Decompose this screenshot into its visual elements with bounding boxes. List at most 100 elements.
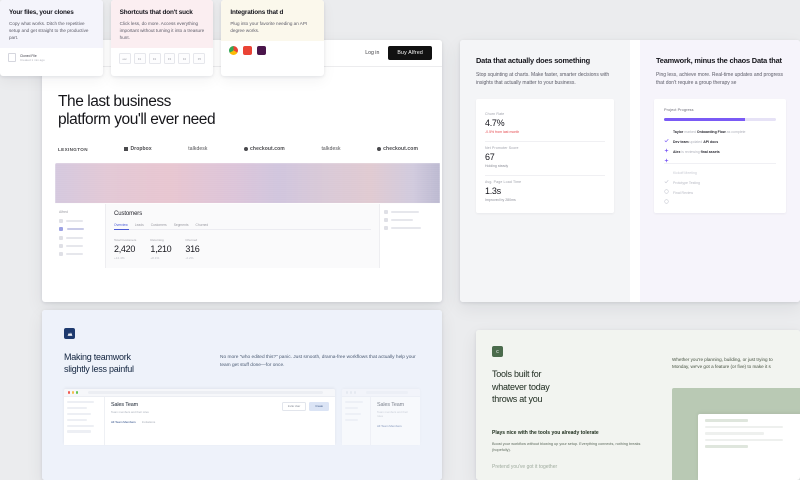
logo-dropbox: Dropbox [124,146,152,152]
tools-left-column: c Tools built for whatever today throws … [476,330,672,480]
activity-actor: Alex [673,149,681,154]
activity-suffix: as complete [725,129,746,134]
todo-prototype-testing[interactable]: Prototype Testing [664,181,776,194]
secondary-tabs: All Team Members [377,424,414,428]
metric-value: 67 [485,152,495,162]
logo-checkout-1-label: checkout.com [250,146,285,152]
invite-user-button[interactable]: Invite User [281,402,307,411]
window-dots [68,391,78,394]
key-esc[interactable]: esc [118,53,131,64]
feature-card-files: Your files, your clones Copy what works.… [0,0,103,76]
home-icon [59,219,63,223]
key-f1[interactable]: F1 [133,53,146,64]
activity-object: API docs [703,139,719,144]
feature-body: Click less, do more. Access everything i… [119,21,205,40]
circle-icon [664,181,669,194]
data-title: Data that actually does something [476,56,590,65]
hero-nav-actions: Log in Buy Alfred [365,46,432,60]
c-letter-icon: c [492,346,503,357]
key-f2[interactable]: F2 [148,53,161,64]
activity-object: Onboarding Flow [696,129,726,134]
sales-team-title-block: Sales Team Team members and their roles [111,402,149,414]
tools-muted-link[interactable]: Pretend you've got it together [492,464,558,471]
create-button[interactable]: Create [309,402,329,411]
gmail-icon[interactable] [243,46,253,55]
sidebar-item-home[interactable] [59,219,101,223]
browser-chrome [64,389,335,397]
stat-label: Returning [150,238,164,242]
todo-kickoff-meeting[interactable]: Kickoff Meeting [664,171,776,183]
tools-section-body: Boost your workflow without blowing up y… [492,441,641,452]
tab-churned[interactable]: Churned [195,223,209,227]
feature-title: Your files, your clones [9,9,74,16]
feature-card-footer [221,41,325,60]
sales-team-title-row: Sales Team Team members and their roles … [111,402,329,414]
progress-bar [664,118,776,121]
tools-body: Whether you're planning, building, or ju… [672,357,773,370]
metric-nps: Net Promoter Score 67 Holding steady [485,142,605,176]
activity-mid: updated [688,139,704,144]
tools-screenshot [672,388,800,480]
teamwork-bottom-headline: Making teamwork slightly less painful [64,352,134,374]
feature-card-top: Shortcuts that don't suck Click less, do… [110,0,214,48]
divider [664,162,776,164]
feature-card-footer: Cloned File Created 1 min ago [0,48,103,67]
sales-team-screenshot: Sales Team Team members and their roles … [64,389,335,445]
dot-icon [384,226,388,230]
buy-button[interactable]: Buy Alfred [388,46,432,60]
stat-value: 316 [185,244,200,254]
mountain-icon [64,328,75,339]
tools-screenshot-card [698,414,800,480]
stat-total-customers: Total Customers 2,420 +12.4% [114,238,136,260]
check-circle-icon [664,171,669,183]
logo-checkout-1: checkout.com [244,146,285,152]
sidebar-item-reporting[interactable] [59,252,101,256]
close-dot-icon[interactable] [68,391,71,394]
key-f3[interactable]: F3 [163,53,176,64]
login-link[interactable]: Log in [365,50,380,56]
logo-talkdesk-2: talkdesk [321,146,341,152]
logo-checkout-2-label: checkout.com [383,146,418,152]
metric-label: Churn Rate [485,112,505,116]
todo-final-review[interactable]: Final Review [664,191,776,204]
sales-team-subtitle: Team members and their roles [111,410,149,414]
chrome-icon[interactable] [229,46,239,55]
cloned-file-row[interactable]: Cloned File Created 1 min ago [8,53,95,62]
gradient-banner [55,163,440,209]
address-bar[interactable] [87,390,323,395]
metric-label: Avg. Page Load Time [485,180,522,184]
stat-change: -2.2% [185,256,194,260]
activity-actor: Dev team [673,139,689,144]
metric-value: 4.7% [485,118,505,128]
team-icon [59,244,63,248]
key-f4[interactable]: F4 [178,53,191,64]
stat-change: +8.1% [150,256,160,260]
tab-leads[interactable]: Leads [134,223,144,227]
sidebar-item-team[interactable] [59,244,101,248]
logo-talkdesk-1: talkdesk [188,146,208,152]
dot-icon [384,218,388,222]
sidebar-item-customers[interactable] [59,227,101,231]
key-f5[interactable]: F5 [193,53,206,64]
tab-customers[interactable]: Customers [150,223,167,227]
file-name: Cloned File [20,53,37,58]
secondary-body: Sales Team Team members and their roles … [342,397,420,445]
tab-all-team-members[interactable]: All Team Members [111,420,136,424]
tab-overview[interactable]: Overview [114,223,128,227]
sidebar-item-projects[interactable] [59,236,101,240]
data-teamwork-panel: Data that actually does something Stop s… [460,40,800,302]
teamwork-header: Teamwork, minus the chaos Data that Ping… [640,40,800,99]
slack-icon[interactable] [257,46,267,55]
sales-team-title: Sales Team [111,402,139,408]
stat-change: +12.4% [114,256,125,260]
activity-actor: Taylor [673,129,684,134]
teamwork-bottom-header: Making teamwork slightly less painful No… [64,351,420,375]
logo-checkout-2: checkout.com [377,146,418,152]
maximize-dot-icon[interactable] [75,391,78,394]
tab-invitations[interactable]: Invitations [141,420,156,424]
tab-segments[interactable]: Segments [173,223,189,227]
minimize-dot-icon[interactable] [71,391,74,394]
sales-team-screenshot-secondary: Sales Team Team members and their roles … [342,389,420,445]
maximize-dot-icon [353,391,356,394]
hero-panel: Overview Company News Log in Buy Alfred … [42,40,442,302]
